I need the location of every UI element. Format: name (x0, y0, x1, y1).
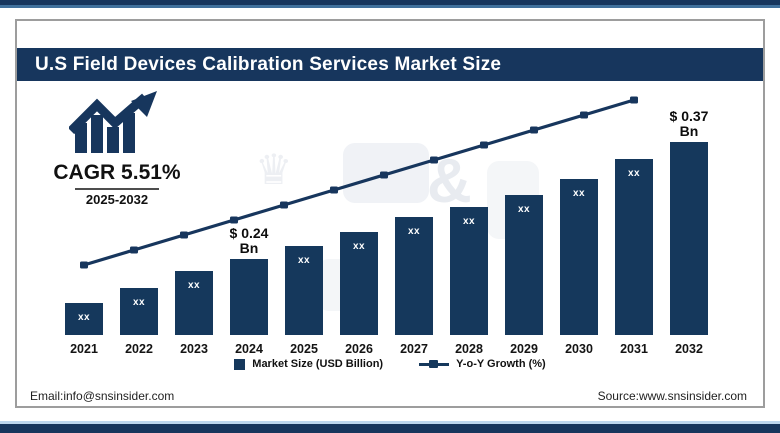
bar-value-placeholder: xx (627, 168, 641, 179)
watermark-crown-icon: ♛ (255, 146, 293, 193)
x-axis-label-2023: 2023 (180, 342, 208, 356)
card-footer: Email:info@snsinsider.com Source:www.sns… (30, 389, 747, 403)
legend: Market Size (USD Billion) Y-o-Y Growth (… (17, 358, 763, 370)
cagr-divider (75, 188, 159, 190)
chart-card: U.S Field Devices Calibration Services M… (15, 19, 765, 408)
x-axis-label-2027: 2027 (400, 342, 428, 356)
bottom-accent-line (0, 421, 780, 424)
bar-value-placeholder: xx (132, 297, 146, 308)
x-axis-label-2021: 2021 (70, 342, 98, 356)
top-accent-line (0, 5, 780, 8)
legend-line-swatch (419, 360, 450, 368)
bar-2027: xx (395, 217, 433, 335)
bar-callout-2024: $ 0.24 Bn (229, 225, 269, 256)
legend-bar-swatch (234, 358, 246, 370)
legend-line-label: Y-o-Y Growth (%) (456, 358, 546, 370)
bar-value-placeholder: xx (462, 216, 476, 227)
bar-value-placeholder: xx (517, 204, 531, 215)
bar-2026: xx (340, 232, 378, 335)
title-bar: U.S Field Devices Calibration Services M… (17, 48, 763, 81)
x-axis-label-2029: 2029 (510, 342, 538, 356)
bar-value-placeholder: xx (187, 280, 201, 291)
bar-2024 (230, 259, 268, 335)
bar-2022: xx (120, 288, 158, 335)
bar-2025: xx (285, 246, 323, 335)
bar-2029: xx (505, 195, 543, 335)
bar-2021: xx (65, 303, 103, 335)
growth-chart-icon (69, 91, 157, 153)
footer-source: Source:www.snsinsider.com (597, 389, 747, 403)
bar-value-placeholder: xx (352, 241, 366, 252)
x-axis-label-2031: 2031 (620, 342, 648, 356)
bar-2028: xx (450, 207, 488, 335)
cagr-period: 2025-2032 (85, 192, 149, 207)
footer-email: Email:info@snsinsider.com (30, 389, 175, 403)
x-axis-label-2028: 2028 (455, 342, 483, 356)
top-navy-strip (0, 0, 780, 5)
x-axis-label-2025: 2025 (290, 342, 318, 356)
x-axis-label-2022: 2022 (125, 342, 153, 356)
legend-bar-label: Market Size (USD Billion) (252, 358, 384, 370)
bar-value-placeholder: xx (297, 255, 311, 266)
x-axis-label-2032: 2032 (675, 342, 703, 356)
bar-value-placeholder: xx (407, 226, 421, 237)
cagr-value: CAGR 5.51% (53, 161, 181, 184)
bar-2032 (670, 142, 708, 335)
bottom-navy-strip (0, 424, 780, 433)
growth-trend-line (80, 96, 638, 269)
x-axis-label-2024: 2024 (235, 342, 263, 356)
bar-2031: xx (615, 159, 653, 335)
bar-2023: xx (175, 271, 213, 335)
bar-2030: xx (560, 179, 598, 335)
chart-title: U.S Field Devices Calibration Services M… (35, 54, 502, 75)
bar-value-placeholder: xx (77, 312, 91, 323)
x-axis-label-2026: 2026 (345, 342, 373, 356)
bar-value-placeholder: xx (572, 188, 586, 199)
bar-callout-2032: $ 0.37 Bn (669, 108, 709, 139)
cagr-block: CAGR 5.51% 2025-2032 (37, 91, 197, 207)
x-axis-label-2030: 2030 (565, 342, 593, 356)
